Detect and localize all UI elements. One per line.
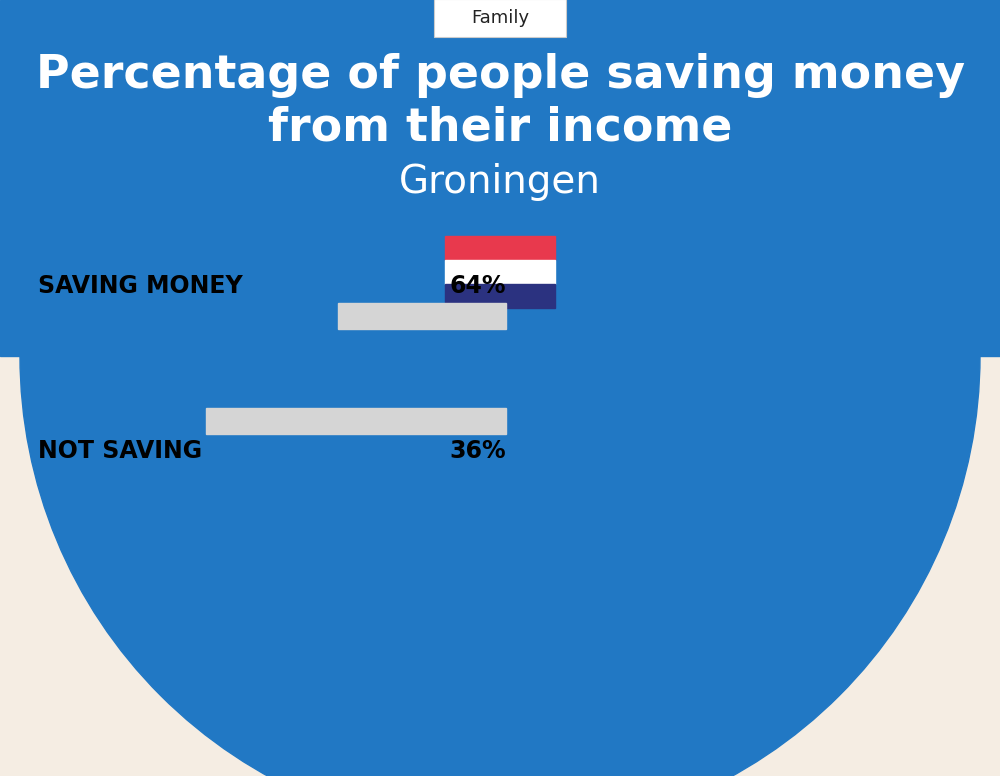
Bar [445, 236, 555, 260]
Text: 64%: 64% [450, 274, 506, 298]
FancyBboxPatch shape [434, 0, 566, 37]
Bar [0, 0, 1000, 356]
Bar [445, 284, 555, 308]
Bar [338, 303, 506, 329]
Circle shape [20, 0, 980, 776]
Bar [445, 260, 555, 284]
Bar [38, 303, 338, 329]
Text: from their income: from their income [268, 106, 732, 151]
Text: 36%: 36% [449, 439, 506, 463]
Bar [38, 408, 206, 434]
Text: Family: Family [471, 9, 529, 27]
Text: Percentage of people saving money: Percentage of people saving money [36, 54, 964, 99]
Bar [206, 408, 506, 434]
Text: NOT SAVING: NOT SAVING [38, 439, 202, 463]
Text: Groningen: Groningen [399, 163, 601, 201]
Text: SAVING MONEY: SAVING MONEY [38, 274, 243, 298]
